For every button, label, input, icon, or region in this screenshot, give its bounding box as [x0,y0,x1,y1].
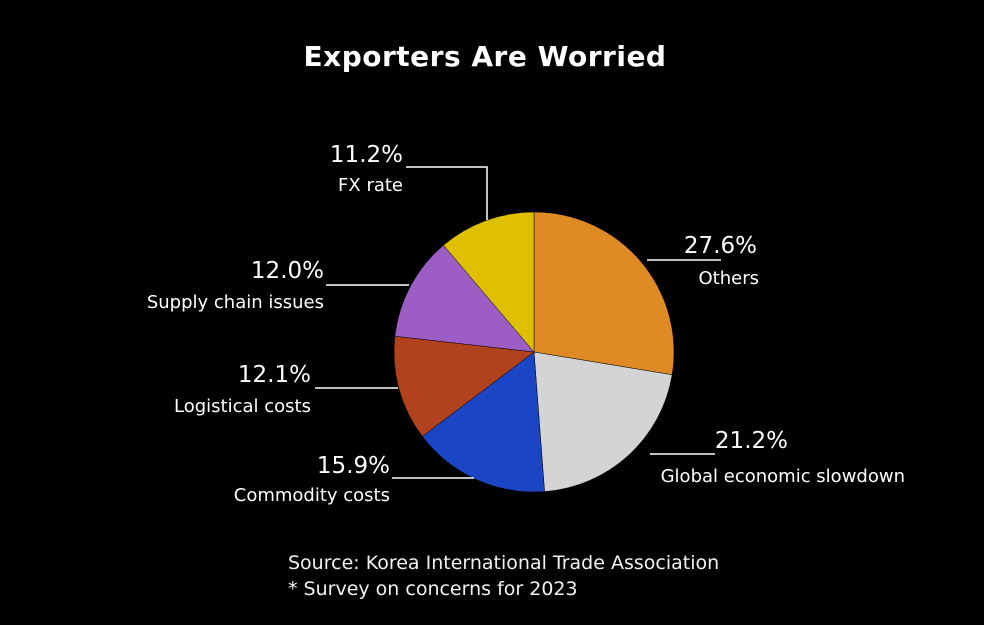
value-label-global-economic-slowdown: 21.2% [715,428,788,454]
value-label-commodity-costs: 15.9% [317,453,390,479]
value-label-others: 27.6% [684,233,757,259]
pie-slice-commodity-costs [421,351,545,493]
category-label-commodity-costs: Commodity costs [234,485,390,506]
chart-title: Exporters Are Worried [303,40,667,73]
value-label-logistical-costs: 12.1% [238,362,311,388]
pie-slice-global-economic-slowdown [533,351,673,492]
pie-slice-fx-rate [443,211,535,353]
category-label-supply-chain-issues: Supply chain issues [147,292,324,313]
source-note: Source: Korea International Trade Associ… [288,552,720,574]
value-label-supply-chain-issues: 12.0% [251,258,324,284]
leader-line-fx-rate [406,166,488,220]
category-label-global-economic-slowdown: Global economic slowdown [661,466,905,487]
pie-slice-supply-chain-issues [394,244,535,353]
pie-slice-logistical-costs [393,335,535,437]
category-label-logistical-costs: Logistical costs [174,396,311,417]
category-label-fx-rate: FX rate [338,175,403,196]
pie-slice-others [533,211,675,376]
value-label-fx-rate: 11.2% [330,142,403,168]
survey-note: * Survey on concerns for 2023 [288,578,578,600]
category-label-others: Others [699,268,760,289]
